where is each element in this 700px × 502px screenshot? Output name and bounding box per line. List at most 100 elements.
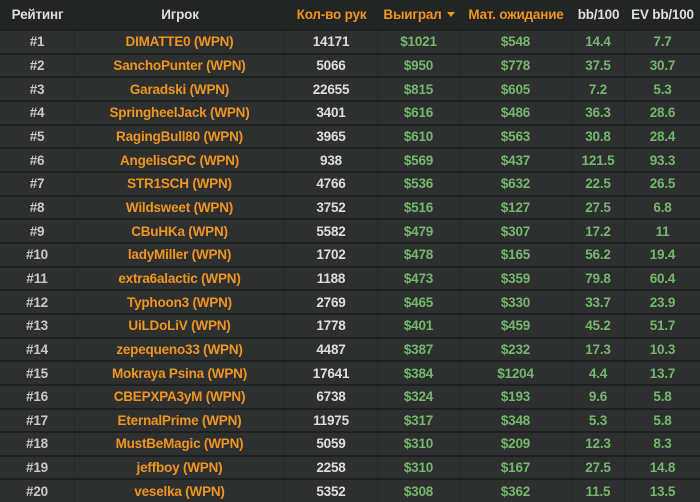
cell-bb100: 11.5	[572, 480, 625, 502]
cell-ev: $632	[460, 172, 572, 195]
column-header-label: Мат. ожидание	[468, 7, 564, 22]
cell-won: $616	[378, 101, 460, 124]
cell-hands: 1778	[285, 314, 378, 337]
cell-evbb100: 14.8	[649, 460, 676, 476]
table-row: #19 jeffboy (WPN) 2258 $310 $167 27.5 14.8	[0, 454, 700, 479]
cell-bb100: 79.8	[572, 267, 625, 290]
cell-hands: 5582	[285, 220, 378, 242]
cell-evbb100: 13.7	[649, 365, 676, 381]
cell-rank: #6	[0, 149, 75, 171]
column-header-hands[interactable]: Кол-во рук	[285, 0, 378, 29]
cell-evbb100: 60.4	[649, 270, 676, 286]
cell-player[interactable]: Mokraya Psina (WPN)	[75, 362, 285, 384]
cell-ev: $165	[460, 243, 572, 266]
cell-bb100: 17.2	[572, 220, 625, 242]
cell-bb100: 121.5	[572, 149, 625, 171]
cell-player[interactable]: veselka (WPN)	[75, 480, 285, 502]
cell-won: $384	[378, 362, 460, 384]
cell-ev: $193	[460, 385, 572, 408]
table-row: #10 ladyMiller (WPN) 1702 $478 $165 56.2 19.4	[0, 241, 700, 266]
cell-player[interactable]: Garadski (WPN)	[75, 78, 285, 100]
table-row: #7 STR1SCH (WPN) 4766 $536 $632 22.5 26.5	[0, 170, 700, 195]
cell-bb100: 30.8	[572, 125, 625, 148]
column-header-label: EV bb/100	[631, 7, 694, 22]
cell-player[interactable]: CBuHKa (WPN)	[75, 220, 285, 242]
cell-hands: 5352	[285, 480, 378, 502]
cell-hands: 5066	[285, 54, 378, 77]
table-row: #18 MustBeMagic (WPN) 5059 $310 $209 12.3 8.3	[0, 431, 700, 455]
cell-player[interactable]: ladyMiller (WPN)	[75, 243, 285, 266]
cell-evbb100: 19.4	[649, 247, 676, 263]
cell-won: $516	[378, 196, 460, 219]
cell-rank: #11	[0, 267, 75, 290]
column-header-bb100[interactable]: bb/100	[572, 0, 625, 29]
cell-bb100: 37.5	[572, 54, 625, 77]
cell-bb100: 56.2	[572, 243, 625, 266]
cell-player[interactable]: Typhoon3 (WPN)	[75, 291, 285, 313]
cell-won: $465	[378, 291, 460, 313]
table-row: #15 Mokraya Psina (WPN) 17641 $384 $1204 4.4 1…	[0, 360, 700, 384]
cell-player[interactable]: jeffboy (WPN)	[75, 456, 285, 479]
table-row: #1 DIMATTE0 (WPN) 14171 $1021 $548 14.4 7.7	[0, 29, 700, 53]
cell-ev: $778	[460, 54, 572, 77]
cell-rank: #8	[0, 196, 75, 219]
table-row: #13 UiLDoLiV (WPN) 1778 $401 $459 45.2 51.7	[0, 312, 700, 337]
cell-hands: 17641	[285, 362, 378, 384]
cell-won: $473	[378, 267, 460, 290]
column-header-won[interactable]: Выиграл	[378, 0, 460, 29]
column-header-label: bb/100	[577, 7, 620, 22]
cell-ev: $459	[460, 314, 572, 337]
cell-player[interactable]: Wildsweet (WPN)	[75, 196, 285, 219]
cell-player[interactable]: CBEPXPA3yM (WPN)	[75, 385, 285, 408]
cell-ev: $232	[460, 338, 572, 361]
cell-won: $310	[378, 433, 460, 455]
cell-player[interactable]: UiLDoLiV (WPN)	[75, 314, 285, 337]
cell-evbb100: 51.7	[649, 318, 676, 334]
cell-evbb100: 93.3	[649, 152, 676, 168]
cell-player[interactable]: SpringheelJack (WPN)	[75, 101, 285, 124]
cell-hands: 3401	[285, 101, 378, 124]
cell-player[interactable]: RagingBull80 (WPN)	[75, 125, 285, 148]
cell-ev: $362	[460, 480, 572, 502]
cell-bb100: 27.5	[572, 196, 625, 219]
sort-desc-icon	[446, 12, 455, 17]
column-header-evbb100[interactable]: EV bb/100	[625, 0, 700, 29]
cell-player[interactable]: EternalPrime (WPN)	[75, 409, 285, 432]
cell-evbb100: 5.3	[653, 81, 672, 97]
column-header-ev[interactable]: Мат. ожидание	[460, 0, 572, 29]
table-row: #9 CBuHKa (WPN) 5582 $479 $307 17.2 11	[0, 218, 700, 242]
cell-bb100: 36.3	[572, 101, 625, 124]
cell-hands: 1702	[285, 243, 378, 266]
column-header-player[interactable]: Игрок	[75, 0, 285, 29]
cell-player[interactable]: STR1SCH (WPN)	[75, 172, 285, 195]
column-header-label: Игрок	[161, 7, 199, 22]
cell-player[interactable]: MustBeMagic (WPN)	[75, 433, 285, 455]
cell-bb100: 9.6	[572, 385, 625, 408]
cell-won: $478	[378, 243, 460, 266]
cell-rank: #10	[0, 243, 75, 266]
cell-evbb100: 23.9	[649, 294, 676, 310]
cell-bb100: 17.3	[572, 338, 625, 361]
cell-player[interactable]: extra6alactic (WPN)	[75, 267, 285, 290]
cell-rank: #16	[0, 385, 75, 408]
cell-won: $401	[378, 314, 460, 337]
cell-rank: #9	[0, 220, 75, 242]
cell-hands: 2769	[285, 291, 378, 313]
cell-evbb100: 28.6	[649, 105, 676, 121]
cell-hands: 3965	[285, 125, 378, 148]
cell-hands: 3752	[285, 196, 378, 219]
column-header-label: Выиграл	[383, 7, 442, 22]
cell-rank: #4	[0, 101, 75, 124]
cell-player[interactable]: DIMATTE0 (WPN)	[75, 31, 285, 53]
cell-won: $387	[378, 338, 460, 361]
cell-ev: $437	[460, 149, 572, 171]
cell-evbb100: 6.8	[653, 199, 672, 215]
cell-player[interactable]: AngelisGPC (WPN)	[75, 149, 285, 171]
cell-evbb100: 5.8	[653, 412, 672, 428]
table-row: #20 veselka (WPN) 5352 $308 $362 11.5 13.5	[0, 478, 700, 502]
cell-player[interactable]: SanchoPunter (WPN)	[75, 54, 285, 77]
table-row: #2 SanchoPunter (WPN) 5066 $950 $778 37.5 30.7	[0, 52, 700, 77]
column-header-rank[interactable]: Рейтинг	[0, 0, 75, 29]
cell-player[interactable]: zepequeno33 (WPN)	[75, 338, 285, 361]
cell-hands: 2258	[285, 456, 378, 479]
